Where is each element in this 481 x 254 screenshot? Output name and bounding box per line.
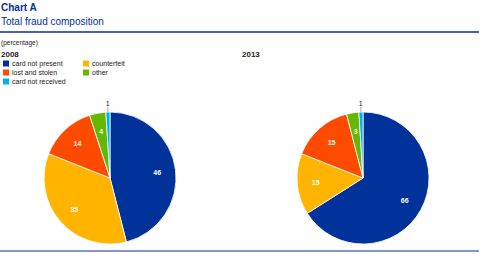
legend-swatch [83,61,89,67]
data-labels: 46 35 14 4 1 [70,100,161,213]
data-label: 1 [106,100,110,107]
legend-label: card not present [12,60,63,68]
pie-slice [347,112,363,178]
chart: Chart A Total fraud composition (percentag… [0,0,481,254]
chart-title: Chart A [1,2,37,13]
pie [44,112,176,244]
legend-label: lost and stolen [12,69,57,76]
pie [297,112,429,244]
data-labels: 66 15 15 3 1 [312,100,409,205]
pie-slice [90,112,110,178]
label-leader [107,107,108,112]
legend-swatch [3,70,9,76]
legend: card not present counterfeit lost and stol… [3,60,125,85]
data-label: 14 [74,140,82,147]
data-label: 66 [401,197,409,204]
data-label: 3 [354,128,358,135]
data-label: 15 [328,139,336,146]
pie-slice [106,112,110,178]
chart-subtitle: Total fraud composition [1,16,104,27]
data-label: 1 [359,100,363,107]
title-rule [0,31,479,33]
unit-label: (percentage) [1,39,38,47]
pie-slice [359,112,363,178]
label-leader [360,107,361,112]
data-label: 15 [312,179,320,186]
legend-swatch [3,61,9,67]
legend-label: card not received [12,78,66,85]
legend-label: counterfeit [92,60,125,67]
data-label: 4 [99,128,103,135]
bottom-rule [0,251,479,252]
data-label: 35 [70,206,78,213]
series-title: 2013 [242,50,260,59]
legend-label: other [92,69,109,76]
data-label: 46 [153,169,161,176]
legend-swatch [3,79,9,85]
legend-swatch [83,70,89,76]
series-title: 2008 [1,50,19,59]
